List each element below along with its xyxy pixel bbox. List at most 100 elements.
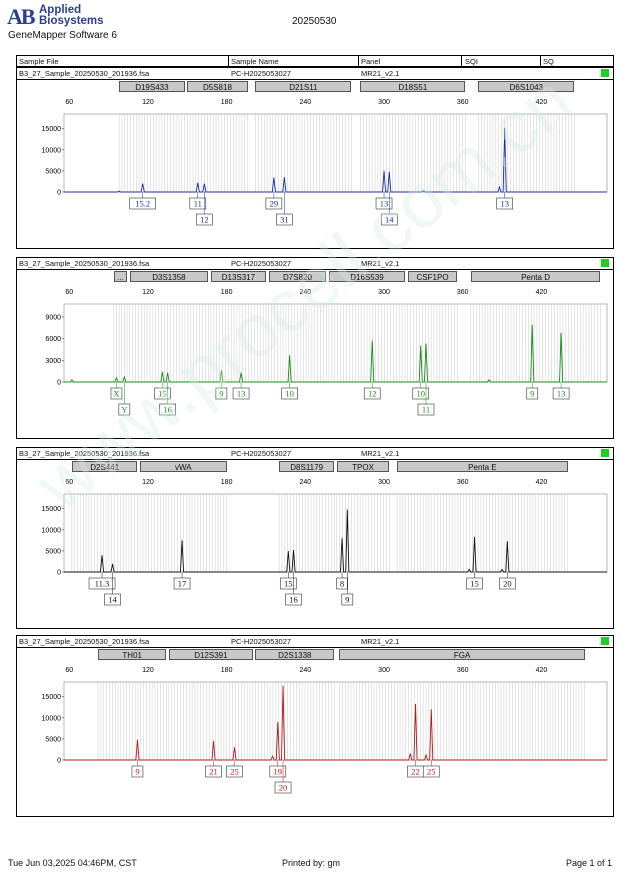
plot-frame — [63, 113, 608, 193]
marker-bin-label[interactable]: D8S1179 — [279, 461, 335, 472]
electropherogram-plot: 60 120 180 240 300 360 420 0 5000 10000 15000 11.3 1… — [42, 479, 608, 606]
allele-call-label: 25 — [230, 767, 239, 777]
marker-bin-label[interactable]: D3S1358 — [129, 271, 209, 282]
allele-call-box — [159, 403, 176, 416]
sample-file: B3_27_Sample_20250530_201936.fsa — [19, 637, 150, 646]
quality-flag-icon — [601, 259, 609, 267]
electropherogram-panel: B3_27_Sample_20250530_201936.fsa PC-H2025… — [16, 635, 614, 817]
allele-call-box — [110, 387, 123, 400]
y-tick-label: 0 — [57, 380, 61, 387]
x-tick-label: 180 — [221, 479, 233, 486]
allele-call-box — [417, 403, 435, 416]
plot-frame — [63, 681, 608, 761]
allele-call-box — [336, 577, 348, 590]
allele-call-box — [196, 213, 213, 226]
x-tick-label: 420 — [536, 667, 548, 674]
column-header-row: Sample File Sample Name Panel SQI SQ — [16, 55, 614, 67]
y-tick-label: 0 — [57, 758, 61, 765]
marker-row: TH01 D12S391 D2S1338 FGA — [17, 648, 613, 662]
allele-call-box — [285, 593, 302, 606]
x-tick-label: 240 — [299, 289, 311, 296]
panel-name: MR21_v2.1 — [361, 69, 400, 78]
allele-call-box — [129, 197, 156, 210]
x-tick-label: 60 — [65, 289, 73, 296]
signal-trace — [64, 127, 607, 193]
x-tick-label: 60 — [65, 479, 73, 486]
marker-bin-label[interactable]: D12S391 — [168, 649, 253, 660]
y-tick-label: 15000 — [42, 506, 62, 513]
x-tick-label: 360 — [457, 667, 469, 674]
footer-printed-by: Printed by: gm — [282, 858, 341, 868]
allele-call-box — [232, 387, 250, 400]
sample-name: PC-H2025053027 — [231, 69, 292, 78]
x-tick-label: 120 — [142, 289, 154, 296]
brand-logo-mark: AB — [7, 4, 36, 29]
allele-call-label: 11.3 — [95, 579, 110, 589]
electropherogram-plot: 60 120 180 240 300 360 420 0 3000 6000 9000 XY 15 16 9… — [45, 289, 608, 416]
allele-call-label: 13 — [500, 199, 509, 209]
sample-file: B3_27_Sample_20250530_201936.fsa — [19, 259, 150, 268]
allele-call-box — [226, 765, 243, 778]
marker-bin-label[interactable]: D2S441 — [71, 461, 138, 472]
marker-bin-label[interactable]: FGA — [339, 649, 585, 660]
allele-call-box — [496, 197, 513, 210]
marker-bin-label[interactable]: D2S1338 — [255, 649, 335, 660]
x-tick-label: 180 — [221, 667, 233, 674]
x-tick-label: 420 — [536, 479, 548, 486]
marker-bin-label[interactable]: D6S1043 — [478, 81, 575, 92]
marker-bin-label[interactable]: D5S818 — [187, 81, 248, 92]
marker-bin-label[interactable]: D16S539 — [328, 271, 405, 282]
allele-call-box — [552, 387, 570, 400]
x-tick-label: 360 — [457, 289, 469, 296]
marker-bin-label[interactable]: D18S51 — [360, 81, 466, 92]
app-title: GeneMapper Software 6 — [8, 30, 117, 41]
marker-bin-label[interactable]: ... — [113, 271, 127, 282]
allele-call-label: 15 — [470, 579, 479, 589]
x-tick-label: 300 — [378, 99, 390, 106]
allele-call-box — [88, 577, 116, 590]
x-tick-label: 420 — [536, 99, 548, 106]
y-tick-label: 0 — [57, 570, 61, 577]
x-tick-label: 360 — [457, 479, 469, 486]
x-tick-label: 120 — [142, 479, 154, 486]
x-tick-label: 300 — [378, 289, 390, 296]
allele-call-label: 25 — [427, 767, 436, 777]
marker-bin-label[interactable]: D7S820 — [268, 271, 327, 282]
x-tick-label: 60 — [65, 667, 73, 674]
marker-bin-label[interactable]: D13S317 — [210, 271, 266, 282]
x-tick-label: 420 — [536, 289, 548, 296]
allele-call-label: 13 — [557, 389, 566, 399]
x-tick-label: 180 — [221, 99, 233, 106]
allele-call-label: 12 — [368, 389, 377, 399]
x-tick-label: 120 — [142, 99, 154, 106]
run-date: 20250530 — [292, 16, 337, 27]
marker-bin-label[interactable]: Penta E — [397, 461, 568, 472]
quality-flag-icon — [601, 69, 609, 77]
marker-bin-label[interactable]: TPOX — [336, 461, 390, 472]
marker-bin-label[interactable]: D19S433 — [119, 81, 185, 92]
plot-frame — [63, 493, 608, 573]
marker-bin-label[interactable]: TH01 — [98, 649, 167, 660]
allele-call-box — [189, 197, 207, 210]
marker-bin-label[interactable]: Penta D — [470, 271, 601, 282]
allele-call-box — [173, 577, 191, 590]
col-panel: Panel — [361, 57, 381, 66]
brand-name: Applied Biosystems — [39, 4, 104, 27]
allele-call-label: 29 — [270, 199, 279, 209]
allele-call-label: 9 — [345, 595, 349, 605]
allele-call-label: 31 — [280, 215, 289, 225]
allele-call-box — [205, 765, 222, 778]
brand-line1: Applied — [39, 4, 82, 16]
allele-call-label: 11 — [422, 405, 430, 415]
marker-bin-label[interactable]: D21S11 — [255, 81, 352, 92]
marker-bin-label[interactable]: CSF1PO — [407, 271, 458, 282]
allele-call-label: 20 — [279, 783, 288, 793]
col-sample-file: Sample File — [19, 57, 59, 66]
allele-call-label: 13 — [380, 199, 389, 209]
footer-printed-date: Tue Jun 03,2025 04:46PM, CST — [8, 858, 137, 868]
signal-trace — [64, 324, 607, 383]
sample-name: PC-H2025053027 — [231, 259, 292, 268]
panel-title-row: B3_27_Sample_20250530_201936.fsa PC-H2025… — [17, 636, 613, 648]
marker-row: ... D3S1358 D13S317 D7S820 D16S539 CSF1PO Pent… — [17, 270, 613, 284]
marker-bin-label[interactable]: vWA — [140, 461, 227, 472]
